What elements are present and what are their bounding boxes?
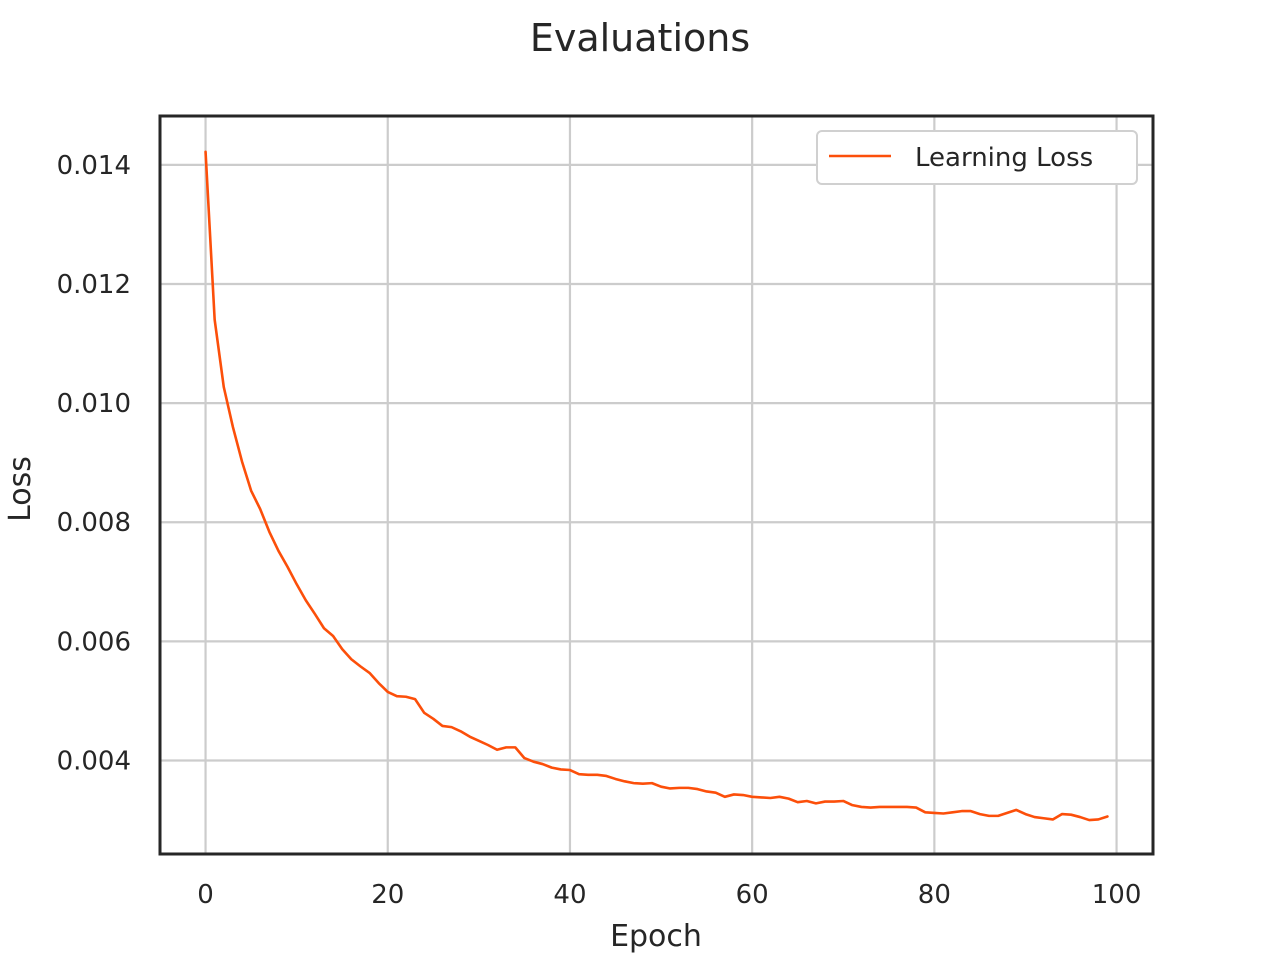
y-tick-label: 0.008 bbox=[57, 508, 131, 538]
x-tick-label: 80 bbox=[918, 880, 951, 910]
x-axis-ticks: 0 20 40 60 80 100 bbox=[197, 880, 1141, 910]
x-tick-label: 0 bbox=[197, 880, 214, 910]
y-axis-ticks: 0.004 0.006 0.008 0.010 0.012 0.014 bbox=[57, 151, 131, 777]
y-axis-label: Loss bbox=[3, 456, 38, 522]
legend-label-learning-loss: Learning Loss bbox=[915, 143, 1093, 173]
x-tick-label: 40 bbox=[553, 880, 586, 910]
chart-title: Evaluations bbox=[530, 16, 750, 60]
grid-lines bbox=[160, 116, 1153, 854]
legend: Learning Loss bbox=[816, 130, 1138, 185]
x-tick-label: 20 bbox=[371, 880, 404, 910]
y-tick-label: 0.010 bbox=[57, 389, 131, 419]
x-tick-label: 100 bbox=[1092, 880, 1142, 910]
series-layer bbox=[204, 150, 1109, 822]
y-tick-label: 0.012 bbox=[57, 270, 131, 300]
legend-box bbox=[816, 130, 1138, 185]
plot-frame bbox=[158, 114, 1155, 856]
series-line-learning-loss bbox=[204, 150, 1109, 822]
x-tick-label: 60 bbox=[736, 880, 769, 910]
x-axis-label: Epoch bbox=[610, 919, 702, 954]
y-tick-label: 0.004 bbox=[57, 746, 131, 776]
y-tick-label: 0.014 bbox=[57, 151, 131, 181]
y-tick-label: 0.006 bbox=[57, 627, 131, 657]
